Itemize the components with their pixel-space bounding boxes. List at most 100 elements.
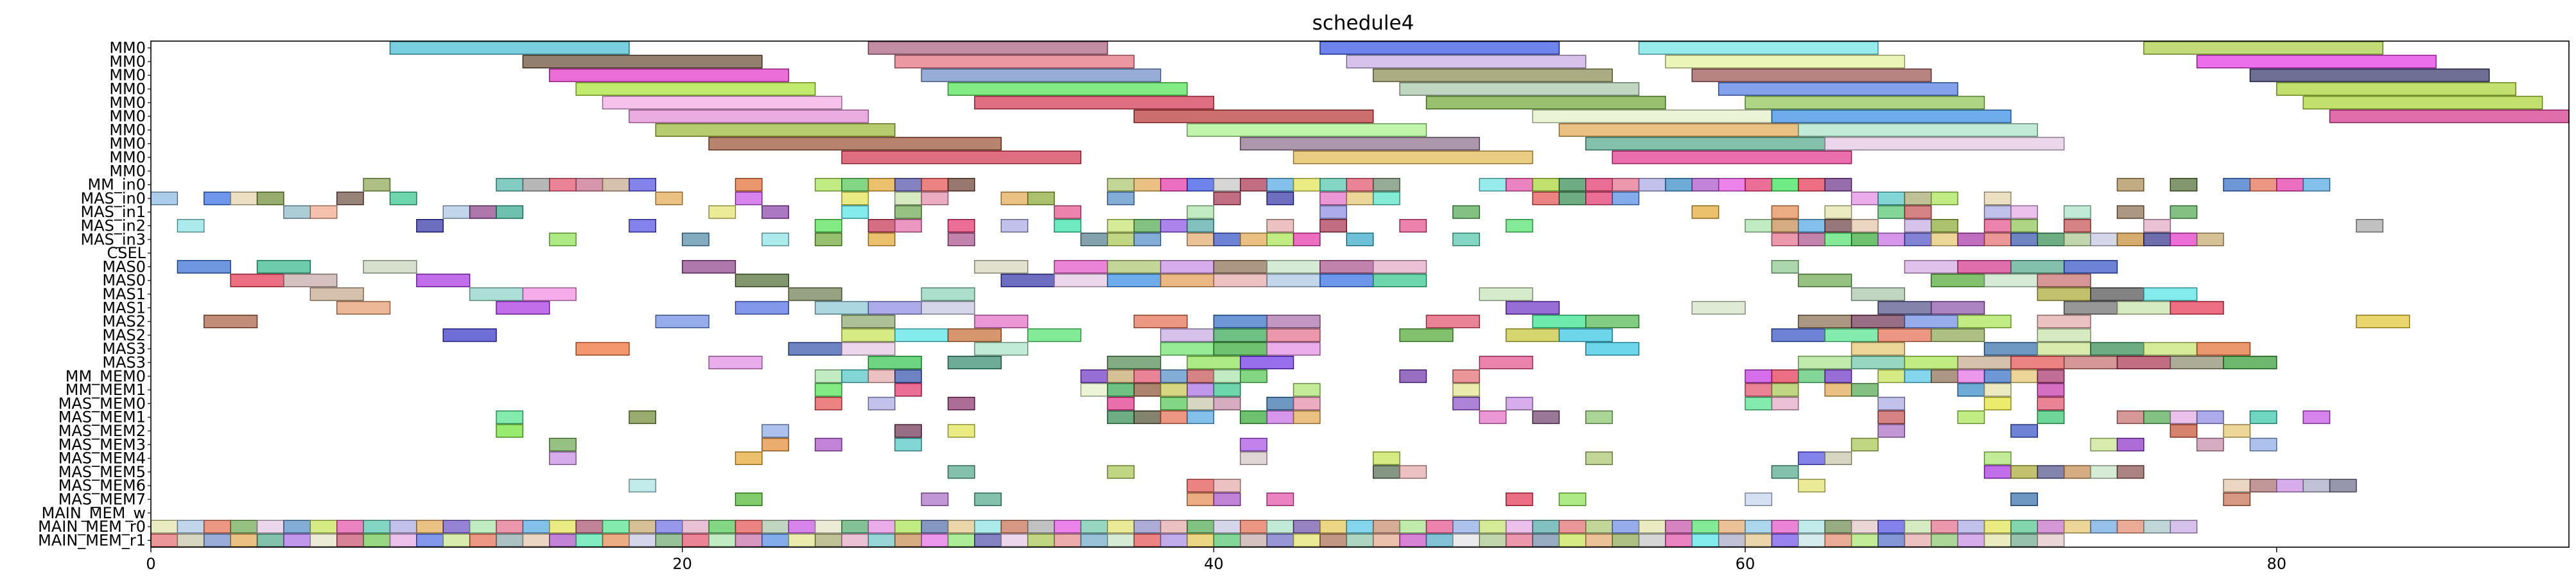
task-bar — [2223, 355, 2277, 369]
task-bar — [2063, 259, 2118, 274]
task-bar — [496, 520, 524, 534]
task-bar — [947, 219, 975, 233]
task-bar — [708, 205, 736, 219]
task-bar — [1983, 232, 2012, 247]
task-bar — [894, 383, 922, 397]
task-bar — [575, 520, 604, 534]
task-bar — [1904, 191, 1932, 206]
task-bar — [1425, 96, 1666, 110]
task-bar — [947, 424, 975, 438]
task-bar — [1160, 369, 1188, 383]
task-bar — [549, 520, 577, 534]
task-bar — [336, 520, 364, 534]
task-bar — [947, 178, 975, 192]
task-bar — [1479, 520, 1507, 534]
task-bar — [974, 315, 1029, 329]
task-bar — [841, 315, 896, 329]
task-bar — [389, 41, 630, 55]
task-bar — [2116, 355, 2171, 369]
task-bar — [1213, 533, 1241, 547]
task-bar — [1399, 520, 1427, 534]
task-bar — [761, 437, 789, 451]
task-bar — [1745, 96, 1985, 110]
task-bar — [1850, 219, 1879, 233]
task-bar — [2063, 520, 2091, 534]
task-bar — [469, 533, 497, 547]
task-bar — [336, 191, 364, 206]
task-bar — [629, 478, 657, 493]
task-bar — [1824, 137, 2065, 151]
task-bar — [1612, 150, 1852, 164]
task-bar — [1160, 328, 1215, 342]
task-bar — [2116, 301, 2171, 315]
task-bar — [2037, 232, 2065, 247]
task-bar — [2010, 259, 2065, 274]
x-tick-label: 0 — [146, 555, 155, 573]
task-bar — [1850, 232, 1879, 247]
plot-frame — [150, 40, 2570, 548]
task-bar — [1931, 232, 1958, 247]
task-bar — [2249, 68, 2490, 82]
task-bar — [230, 274, 284, 288]
task-bar — [1266, 328, 1321, 342]
task-bar — [363, 520, 391, 534]
task-bar — [947, 465, 975, 479]
task-bar — [1240, 232, 1267, 247]
task-bar — [1957, 410, 1985, 425]
task-bar — [2356, 219, 2384, 233]
task-bar — [1027, 520, 1055, 534]
task-bar — [1771, 259, 1799, 274]
row-label: MAS_MEM6 — [58, 477, 146, 495]
task-bar — [1798, 178, 1825, 192]
task-bar — [947, 355, 1002, 369]
task-bar — [1771, 205, 1799, 219]
task-bar — [469, 205, 497, 219]
task-bar — [788, 520, 816, 534]
task-bar — [1691, 301, 1746, 315]
task-bar — [2090, 520, 2118, 534]
task-bar — [1532, 410, 1560, 425]
task-bar — [2143, 520, 2171, 534]
task-bar — [1319, 191, 1348, 206]
task-bar — [389, 191, 417, 206]
task-bar — [1187, 533, 1215, 547]
task-bar — [1187, 410, 1215, 425]
task-bar — [814, 219, 842, 233]
row-label: MM_MEM0 — [65, 367, 146, 385]
row-label: MM0 — [109, 121, 146, 139]
task-bar — [1292, 150, 1533, 164]
task-bar — [2302, 96, 2543, 110]
task-bar — [1824, 369, 1852, 383]
task-bar — [735, 451, 763, 466]
task-bar — [1877, 520, 1906, 534]
task-bar — [1824, 451, 1852, 466]
task-bar — [1983, 191, 2012, 206]
task-bar — [1160, 342, 1215, 356]
task-bar — [1931, 369, 1958, 383]
x-axis-ticks: 0 20 40 60 80 — [146, 547, 2286, 573]
task-bar — [1080, 383, 1108, 397]
task-bar — [2329, 109, 2570, 123]
task-bar — [1133, 383, 1162, 397]
task-bar — [2116, 232, 2145, 247]
task-bar — [1877, 369, 1906, 383]
task-bar — [602, 178, 630, 192]
task-bar — [1850, 383, 1879, 397]
task-bar — [788, 342, 842, 356]
task-bar — [1771, 396, 1799, 410]
task-bar — [1292, 178, 1321, 192]
task-bar — [867, 301, 922, 315]
task-bar — [1771, 369, 1799, 383]
task-bar — [1957, 520, 1985, 534]
task-bar — [867, 396, 896, 410]
task-bar — [1240, 520, 1267, 534]
task-bar — [1107, 191, 1135, 206]
task-bar — [442, 533, 471, 547]
task-bar — [1983, 342, 2039, 356]
task-bar — [2196, 342, 2251, 356]
task-bar — [150, 520, 178, 534]
task-bar — [1850, 533, 1879, 547]
task-bar — [309, 520, 338, 534]
task-bar — [1983, 274, 2039, 288]
task-bar — [1266, 315, 1321, 329]
